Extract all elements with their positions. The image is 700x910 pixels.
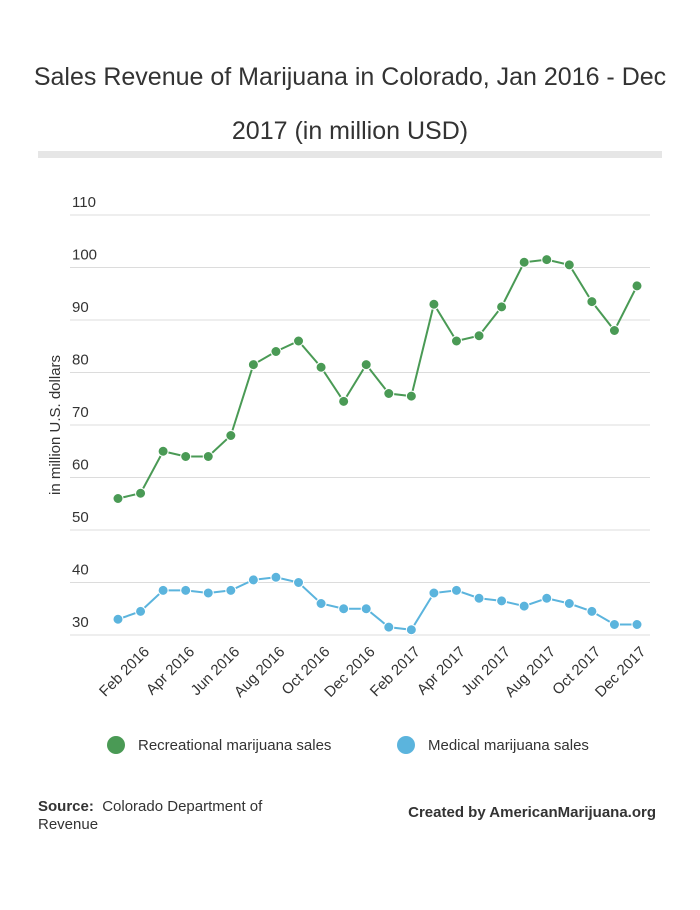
data-point — [180, 584, 192, 596]
data-point — [541, 254, 553, 266]
y-tick-label: 30 — [72, 614, 89, 631]
data-point — [360, 359, 372, 371]
data-point — [157, 584, 169, 596]
data-point — [383, 621, 395, 633]
chart-title: Sales Revenue of Marijuana in Colorado, … — [33, 63, 667, 145]
data-point — [247, 359, 259, 371]
data-point — [315, 361, 327, 373]
y-tick-label: 80 — [72, 352, 89, 369]
source: Source: Colorado Department of Revenue — [38, 798, 308, 834]
data-point — [180, 451, 192, 462]
legend-label: Medical marijuana sales — [428, 737, 589, 754]
data-point — [518, 600, 530, 612]
y-tick-label: 110 — [72, 194, 96, 211]
data-point — [496, 595, 508, 607]
data-point — [608, 325, 620, 336]
data-point — [270, 571, 282, 583]
data-point — [541, 592, 553, 604]
data-point — [586, 296, 598, 308]
series-line — [117, 576, 637, 631]
data-point — [293, 577, 305, 588]
data-point — [112, 613, 124, 625]
y-tick-label: 70 — [72, 404, 89, 421]
data-point — [135, 605, 147, 617]
y-tick-label: 60 — [72, 457, 89, 474]
y-tick-label: 90 — [72, 299, 89, 316]
data-point — [563, 598, 575, 609]
data-point — [631, 280, 643, 292]
data-point — [428, 298, 440, 310]
data-point — [293, 335, 305, 347]
data-point — [247, 574, 259, 586]
y-axis-label: in million U.S. dollars — [47, 355, 64, 495]
source-label: Source: — [38, 798, 94, 815]
data-point — [315, 598, 327, 609]
y-tick-label: 40 — [72, 562, 89, 579]
data-point — [428, 587, 440, 599]
legend-label: Recreational marijuana sales — [138, 737, 331, 754]
data-point — [112, 493, 124, 504]
data-point — [450, 335, 462, 347]
x-tick-label: Feb 2016 — [96, 643, 153, 700]
series-line — [117, 258, 638, 500]
legend-marker — [397, 736, 415, 754]
data-point — [473, 330, 485, 342]
data-point — [496, 301, 508, 313]
data-point — [225, 584, 237, 596]
data-point — [338, 603, 350, 615]
credit: Created by AmericanMarijuana.org — [408, 804, 656, 821]
data-point — [631, 619, 643, 630]
data-point — [270, 346, 282, 357]
y-tick-label: 50 — [72, 509, 89, 526]
source-text: Colorado Department of Revenue — [38, 798, 263, 833]
data-point — [473, 592, 485, 604]
data-point — [202, 451, 214, 462]
data-point — [608, 619, 620, 630]
data-point — [360, 603, 372, 615]
data-point — [586, 605, 598, 617]
data-point — [135, 487, 147, 499]
data-point — [518, 256, 530, 268]
data-point — [338, 395, 350, 407]
x-tick-label: Feb 2017 — [367, 643, 424, 700]
data-point — [383, 388, 395, 399]
data-point — [563, 259, 575, 271]
data-point — [405, 390, 417, 402]
y-tick-label: 100 — [72, 247, 97, 264]
title-rule — [38, 151, 662, 158]
data-point — [225, 430, 237, 441]
data-point — [405, 624, 417, 636]
data-point — [450, 584, 462, 596]
data-point — [202, 587, 214, 599]
data-point — [157, 445, 169, 457]
legend-marker — [107, 736, 125, 754]
